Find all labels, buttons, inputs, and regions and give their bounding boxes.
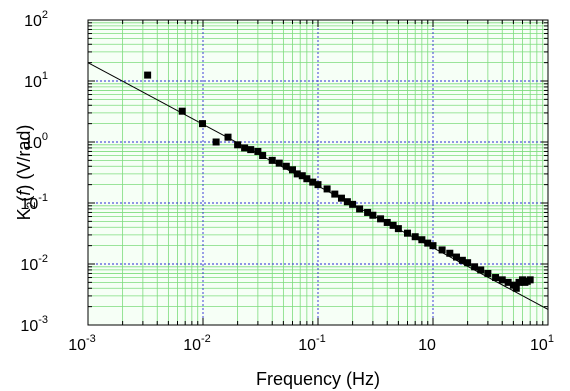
data-point	[247, 146, 255, 154]
data-point	[458, 256, 466, 264]
x-tick-label: 10-1	[298, 333, 326, 354]
x-tick-label: 10	[418, 337, 436, 354]
data-point	[504, 278, 512, 286]
x-tick-label: 10-2	[183, 333, 211, 354]
data-point	[424, 239, 432, 247]
y-axis-title: K2(f) (V/rad)	[14, 125, 38, 221]
data-point	[198, 120, 206, 128]
data-point	[364, 208, 372, 216]
data-point	[293, 170, 301, 178]
data-point	[411, 233, 419, 241]
data-point	[403, 229, 411, 237]
y-tick-label: 10-3	[20, 314, 48, 335]
data-point	[144, 71, 152, 79]
data-point	[343, 198, 351, 206]
data-point	[298, 172, 306, 180]
data-point	[314, 181, 322, 189]
data-point	[492, 274, 500, 282]
data-point	[178, 107, 186, 115]
data-point	[254, 147, 262, 155]
data-point	[446, 249, 454, 257]
data-point	[337, 194, 345, 202]
y-tick-label: 102	[24, 9, 48, 30]
data-point	[471, 263, 479, 271]
data-point	[309, 178, 317, 186]
data-point	[512, 284, 520, 292]
data-point	[268, 156, 276, 164]
data-point	[464, 259, 472, 267]
x-tick-label: 10-3	[68, 333, 96, 354]
data-point	[389, 221, 397, 229]
data-point	[241, 144, 249, 152]
data-point	[394, 225, 402, 233]
data-point	[331, 190, 339, 198]
y-tick-label: 10-2	[20, 253, 48, 274]
data-point	[234, 141, 242, 149]
data-point	[224, 133, 232, 141]
data-point	[498, 276, 506, 284]
data-point	[275, 159, 283, 167]
x-tick-labels: 10-3 10-2 10-1 10 101	[68, 333, 554, 354]
data-point	[477, 266, 485, 274]
data-point	[212, 138, 220, 146]
data-point	[526, 276, 534, 284]
data-point	[356, 205, 364, 213]
x-axis-title: Frequency (Hz)	[256, 369, 380, 389]
data-point	[438, 246, 446, 254]
data-point	[383, 218, 391, 226]
data-point	[323, 185, 331, 193]
data-point	[429, 242, 437, 250]
data-point	[303, 175, 311, 183]
data-point	[288, 166, 296, 174]
data-point	[349, 200, 357, 208]
data-point	[418, 236, 426, 244]
data-point	[369, 211, 377, 219]
x-tick-label: 101	[530, 333, 554, 354]
data-point	[484, 269, 492, 277]
data-point	[282, 162, 290, 170]
data-markers	[144, 71, 534, 292]
axis-ticks	[87, 19, 549, 326]
data-point	[452, 253, 460, 261]
y-tick-label: 101	[24, 70, 48, 91]
data-point	[377, 215, 385, 223]
data-point	[259, 152, 267, 160]
